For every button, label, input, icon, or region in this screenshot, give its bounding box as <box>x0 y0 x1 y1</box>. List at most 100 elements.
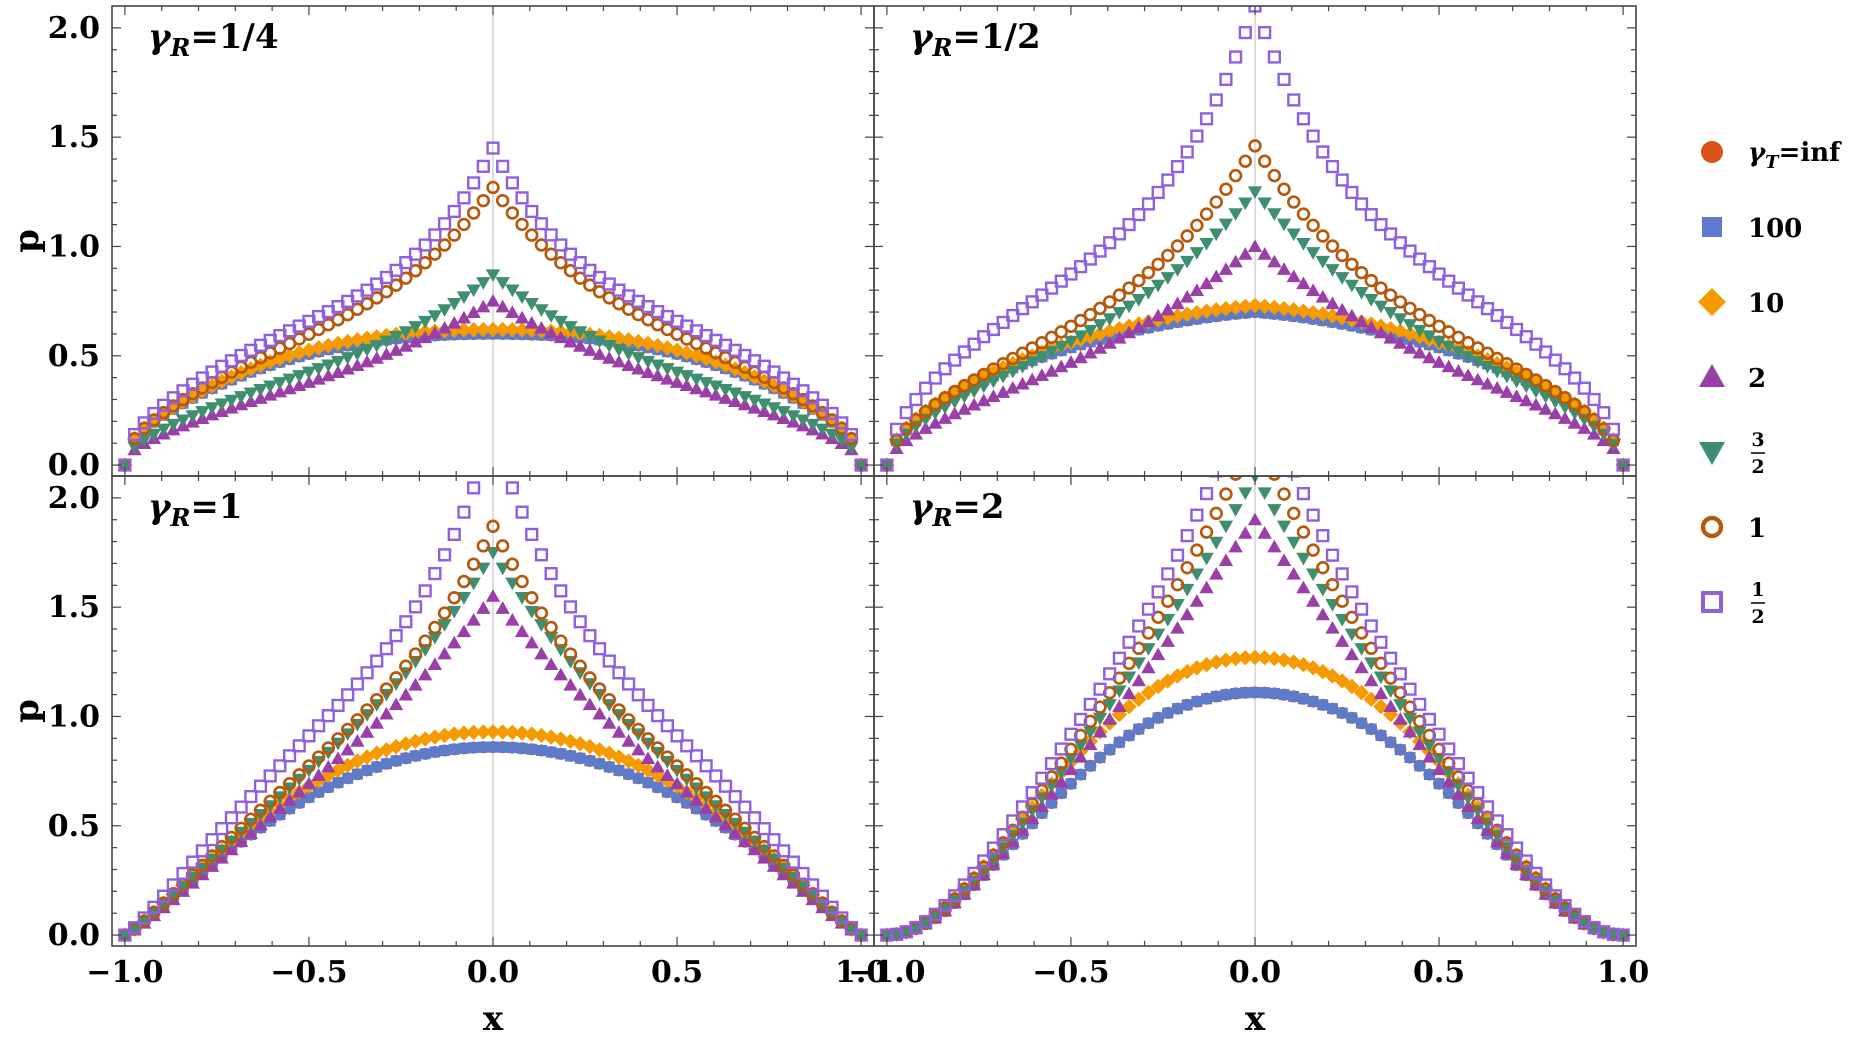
data-point <box>1568 907 1582 921</box>
data-point <box>1393 236 1407 250</box>
data-point <box>543 657 559 671</box>
data-point <box>505 612 520 626</box>
chart-panels: 0.0 0.5 1.0 1.5 2.0 γR=1/4 γR=1/2 0.0 0.5 1.0 1.5 2… <box>48 5 1649 990</box>
x-tick-label: 1.0 <box>1597 955 1649 990</box>
data-point <box>728 789 742 804</box>
data-point <box>466 557 481 571</box>
data-point <box>1219 182 1233 196</box>
data-point <box>342 772 354 784</box>
data-point <box>1083 324 1098 338</box>
data-point <box>1219 487 1233 501</box>
data-point <box>1500 315 1514 330</box>
data-point <box>1404 752 1416 764</box>
data-point <box>1442 274 1456 288</box>
data-point <box>1112 227 1126 241</box>
data-point <box>844 441 859 455</box>
data-point <box>273 759 287 773</box>
data-point <box>1208 302 1224 318</box>
data-point <box>437 238 452 252</box>
data-point <box>986 389 1001 403</box>
data-point <box>495 601 510 614</box>
data-point <box>1451 757 1466 771</box>
data-point <box>1354 602 1369 616</box>
series-1-2 <box>880 6 1630 472</box>
data-point <box>553 330 568 344</box>
data-point <box>1490 351 1504 366</box>
data-point <box>284 803 296 815</box>
data-point <box>1373 686 1389 700</box>
data-point <box>1325 264 1340 277</box>
data-point <box>1356 717 1368 729</box>
data-point <box>1044 281 1059 295</box>
y-tick-label: 0.5 <box>48 339 100 374</box>
data-point <box>602 291 616 305</box>
data-point <box>825 900 839 914</box>
data-point <box>630 757 647 774</box>
data-point <box>1306 129 1320 143</box>
data-point <box>437 217 452 231</box>
data-point <box>709 794 723 809</box>
data-point <box>359 354 375 368</box>
axis-labels: p p x x <box>7 229 1266 1038</box>
data-point <box>1180 560 1194 575</box>
data-point <box>408 677 423 691</box>
data-point <box>947 406 962 420</box>
legend-item: γT=inf <box>1701 138 1842 173</box>
data-point <box>1365 723 1377 735</box>
data-point <box>1615 459 1631 473</box>
data-point <box>1374 217 1388 232</box>
data-point <box>889 422 904 436</box>
data-point <box>1083 737 1098 751</box>
data-point <box>1307 696 1319 708</box>
data-point <box>795 414 811 428</box>
data-point <box>1335 634 1350 647</box>
data-point <box>427 631 443 645</box>
data-point <box>1006 814 1020 828</box>
data-point <box>146 428 162 442</box>
data-point <box>185 410 200 423</box>
panel-markers <box>117 141 869 473</box>
data-point <box>1209 567 1224 580</box>
data-point <box>146 907 162 921</box>
data-point <box>1034 799 1050 812</box>
data-point <box>1111 320 1128 337</box>
data-point <box>486 519 500 533</box>
data-point <box>1092 724 1108 738</box>
data-point <box>233 391 249 404</box>
data-point <box>428 566 442 581</box>
data-point <box>1073 749 1088 763</box>
data-point <box>186 855 200 869</box>
data-point <box>476 193 491 208</box>
data-point <box>419 748 431 760</box>
data-point <box>1218 300 1234 317</box>
data-point <box>544 566 558 581</box>
panel-4: −1.0 −0.5 0.0 0.5 1.0 γR=2 <box>848 475 1649 990</box>
data-point <box>681 797 693 809</box>
data-point <box>1238 487 1253 501</box>
x-tick-label: −0.5 <box>270 955 347 990</box>
data-point <box>1257 154 1272 168</box>
data-point <box>311 750 326 764</box>
data-point <box>1422 330 1437 344</box>
data-point <box>465 321 482 338</box>
data-point <box>389 278 403 292</box>
legend-fraction-numerator: 3 <box>1751 429 1764 451</box>
data-point <box>1490 381 1505 394</box>
data-point <box>1141 197 1156 211</box>
data-point <box>1402 319 1418 332</box>
data-point <box>1423 769 1435 781</box>
panel-3: 0.0 0.5 1.0 1.5 2.0 −1.0 −0.5 0.0 0.5 1.0 γR=1 <box>48 475 887 990</box>
data-point <box>427 310 443 323</box>
data-point <box>698 377 714 390</box>
data-point <box>1480 361 1495 374</box>
data-point <box>1499 370 1515 384</box>
data-point <box>1335 302 1350 316</box>
data-point <box>1451 346 1466 359</box>
data-point <box>976 380 991 394</box>
data-point <box>495 277 510 290</box>
data-point <box>447 635 462 649</box>
data-point <box>514 322 530 338</box>
data-point <box>1296 238 1311 251</box>
data-point <box>408 321 423 334</box>
data-point <box>495 539 510 553</box>
